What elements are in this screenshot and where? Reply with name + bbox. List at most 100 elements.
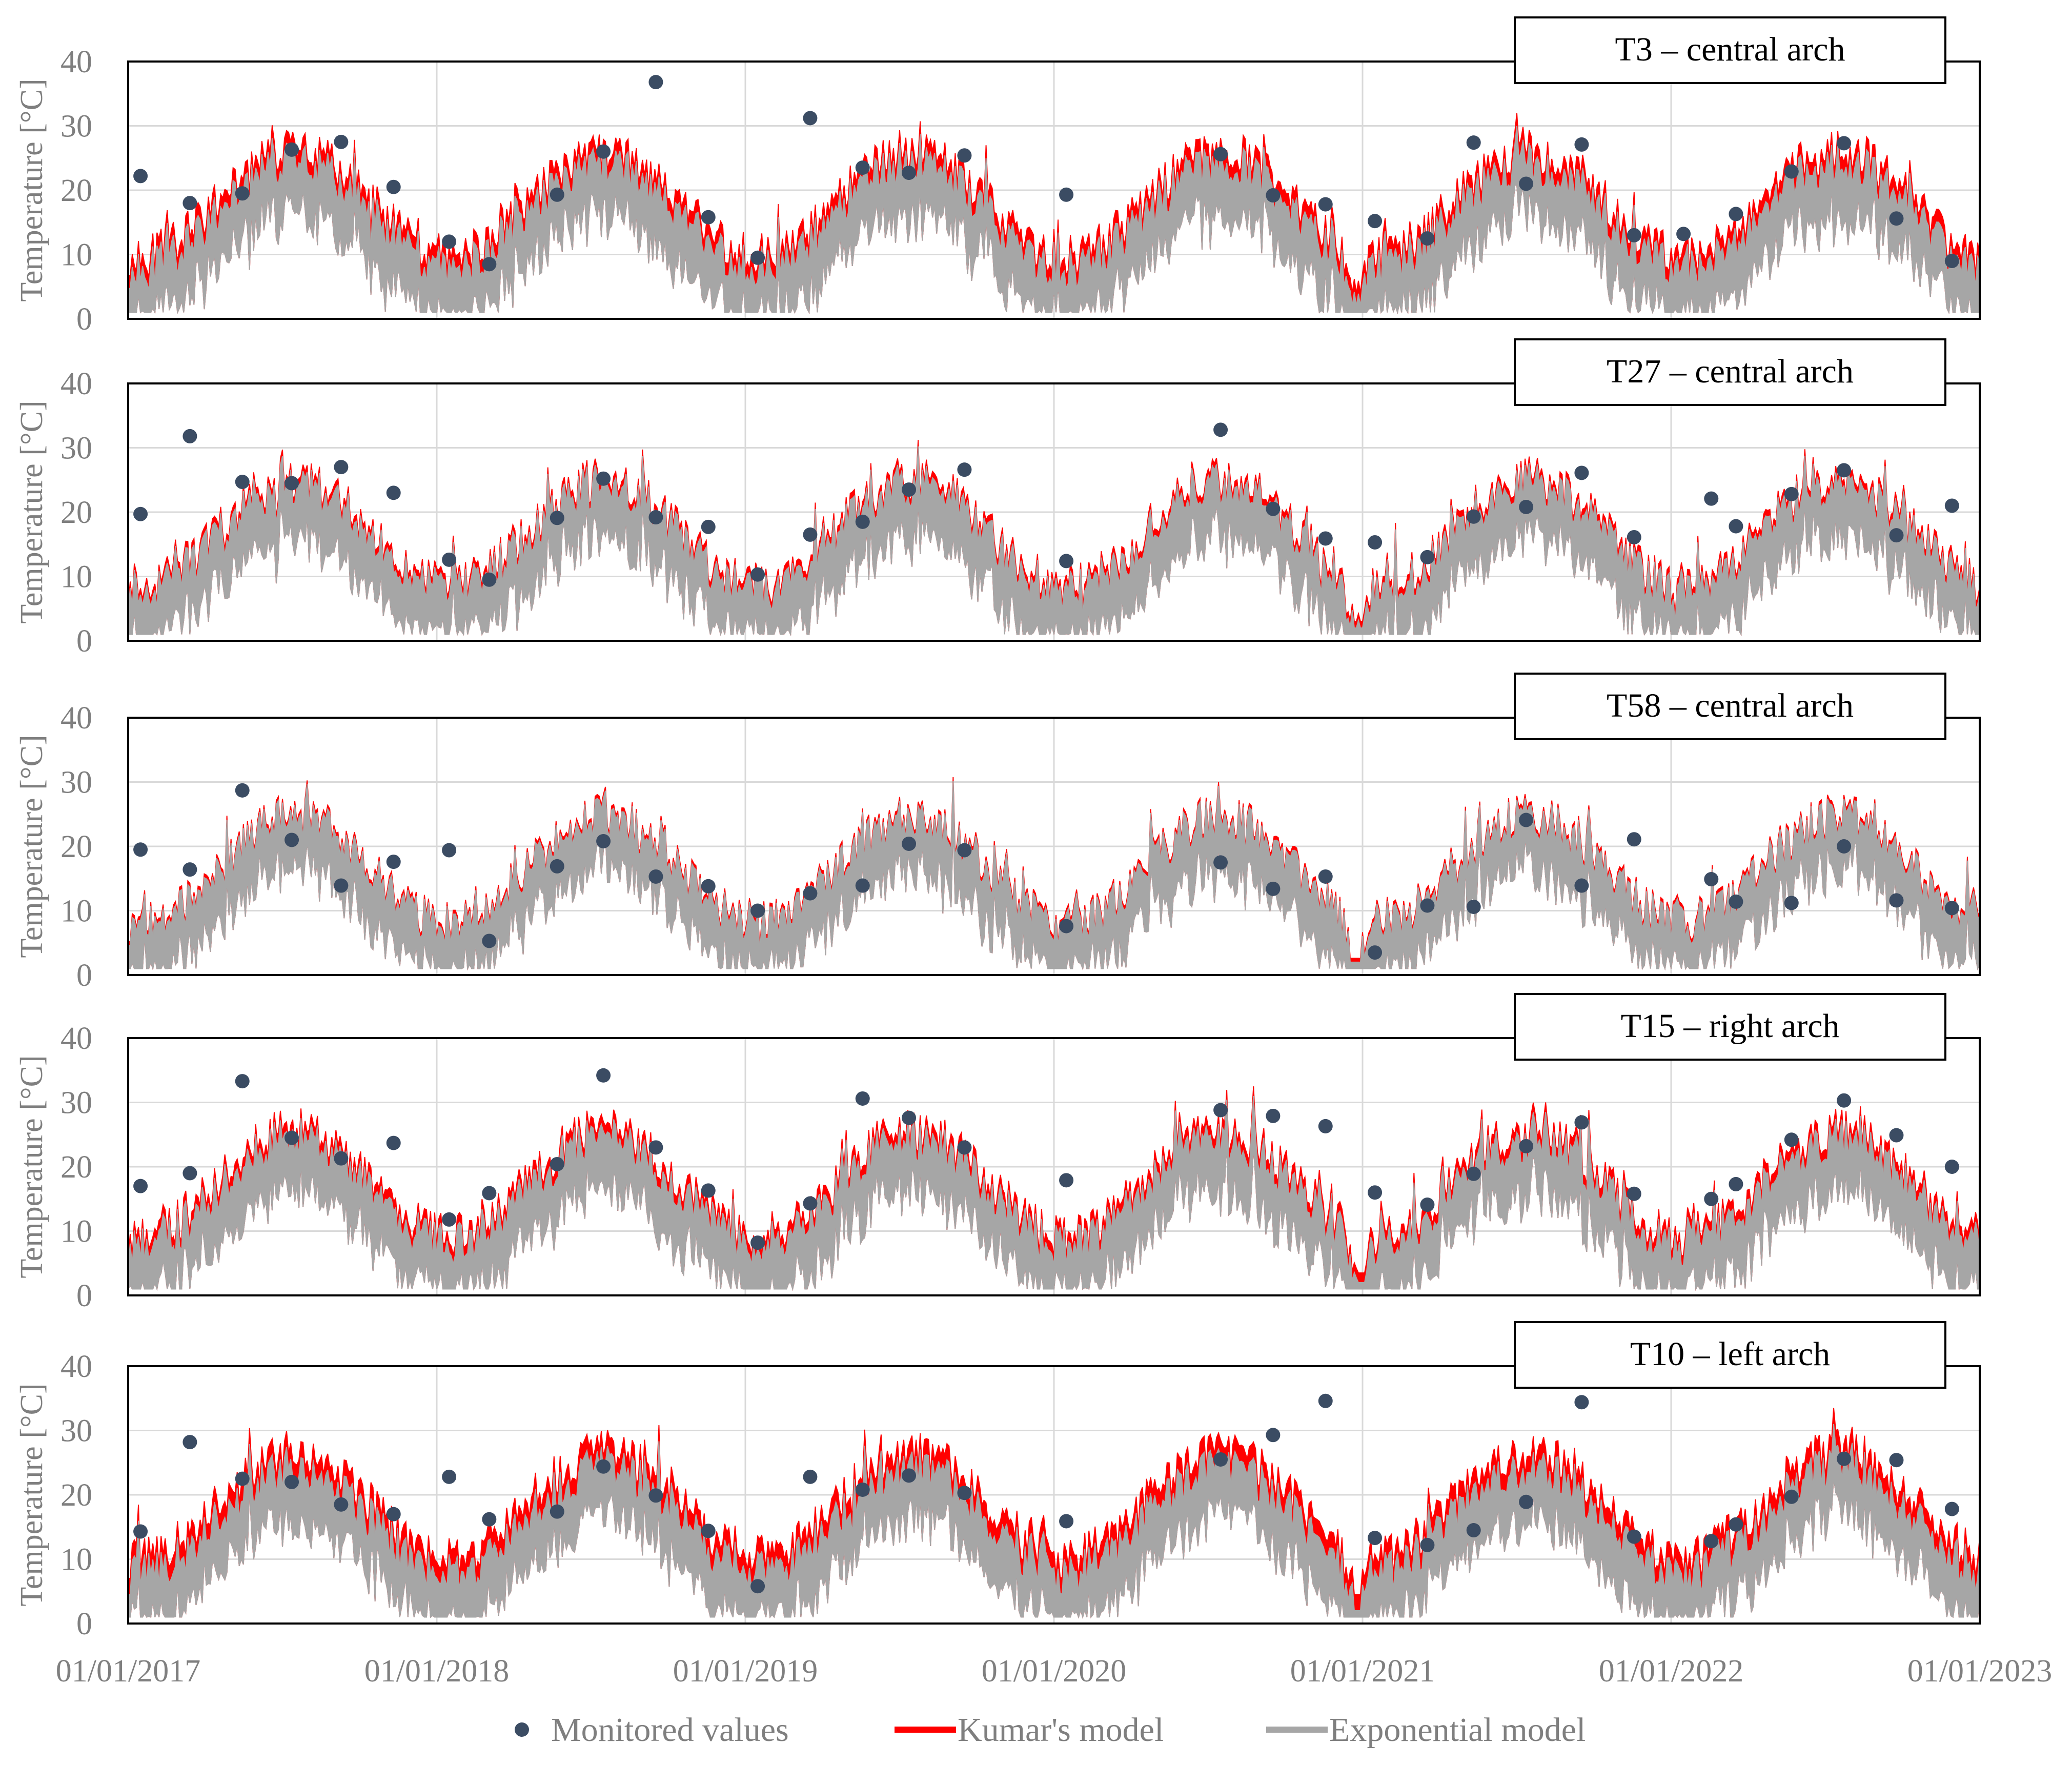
monitored-point: [1266, 188, 1281, 203]
monitored-point: [957, 843, 972, 858]
monitored-point: [1784, 164, 1799, 179]
monitored-point: [1944, 498, 1959, 513]
plot-frame: [127, 60, 1981, 320]
panel-4: 0 10 20 30 40 Temperature [°C] T15 – right arc…: [14, 993, 1981, 1313]
monitored-point: [1574, 465, 1589, 480]
monitored-point: [1213, 855, 1228, 870]
monitored-point: [750, 1235, 765, 1250]
monitored-point: [1574, 1115, 1589, 1130]
monitored-point: [701, 210, 716, 225]
panel-title: T3 – central arch: [1615, 31, 1845, 68]
monitored-point: [386, 855, 401, 869]
monitored-point: [1574, 878, 1589, 893]
x-axis: 01/01/2017 01/01/2018 01/01/2019 01/01/2…: [56, 1654, 2052, 1689]
monitored-point: [1784, 896, 1799, 910]
monitored-point: [1266, 881, 1281, 896]
y-tick-label: 20: [60, 1478, 92, 1513]
monitored-point: [442, 843, 457, 858]
monitored-point: [1837, 463, 1852, 478]
monitored-point: [1519, 1494, 1534, 1509]
y-tick-label: 40: [60, 1349, 92, 1384]
legend: Monitored values Kumar's model Exponenti…: [515, 1711, 1586, 1749]
monitored-point: [550, 1504, 564, 1519]
monitored-point: [1837, 136, 1852, 151]
monitored-point: [1318, 531, 1333, 546]
monitored-point: [133, 1179, 148, 1193]
y-axis-label: Temperature [°C]: [14, 400, 49, 623]
monitored-point: [235, 783, 250, 798]
monitored-point: [596, 1068, 611, 1083]
monitored-point: [1213, 1452, 1228, 1467]
monitored-point: [1266, 1108, 1281, 1123]
monitored-point: [1704, 872, 1719, 887]
monitored-point: [596, 1459, 611, 1474]
monitored-point: [133, 1524, 148, 1539]
monitored-point: [285, 1130, 299, 1145]
monitored-point: [750, 250, 765, 265]
monitored-point: [1213, 1103, 1228, 1118]
monitored-point: [1837, 1093, 1852, 1108]
monitored-point: [1944, 254, 1959, 269]
panel-title-box: [1514, 993, 1946, 1061]
monitored-point: [750, 1579, 765, 1594]
monitored-point: [482, 257, 497, 272]
monitored-point: [1368, 1531, 1383, 1546]
plot-frame: [127, 717, 1981, 976]
monitored-point: [1519, 813, 1534, 827]
monitored-point: [235, 186, 250, 201]
monitored-point: [334, 878, 349, 893]
panel-5: 0 10 20 30 40 Temperature [°C] T10 – left arch: [14, 1321, 1981, 1641]
y-axis-label: Temperature [°C]: [14, 78, 49, 301]
monitored-point: [855, 1091, 870, 1106]
monitored-point: [550, 1157, 564, 1171]
y-tick-label: 30: [60, 765, 92, 800]
monitored-point: [648, 869, 663, 884]
monitored-point: [1627, 832, 1641, 847]
monitored-point: [1368, 1185, 1383, 1200]
monitored-point: [701, 519, 716, 534]
monitored-point: [1837, 839, 1852, 854]
monitored-point: [1466, 899, 1481, 914]
y-tick-label: 0: [76, 624, 92, 659]
monitored-point: [1318, 197, 1333, 212]
monitored-point: [648, 510, 663, 525]
monitored-point: [550, 187, 564, 202]
monitored-point: [1704, 1534, 1719, 1549]
monitored-point: [482, 572, 497, 587]
panel-title-box: [1514, 1321, 1946, 1389]
monitored-point: [235, 475, 250, 490]
monitored-point: [957, 1486, 972, 1500]
panel-title-box: [1514, 673, 1946, 740]
monitored-point: [550, 511, 564, 525]
monitored-point: [1627, 1186, 1641, 1201]
monitored-point: [1059, 554, 1074, 569]
monitored-point: [1368, 214, 1383, 229]
monitored-point: [285, 833, 299, 847]
monitored-point: [482, 1186, 497, 1201]
plot-frame: [127, 382, 1981, 642]
monitored-point: [285, 476, 299, 491]
legend-kumar-label: Kumar's model: [958, 1711, 1164, 1749]
monitored-point: [803, 1469, 818, 1484]
y-tick-label: 40: [60, 45, 92, 79]
monitored-point: [957, 1140, 972, 1155]
monitored-point: [182, 1166, 197, 1181]
monitored-point: [1729, 894, 1743, 909]
monitored-point: [1420, 1198, 1435, 1212]
monitored-point: [1466, 135, 1481, 150]
monitored-point: [1729, 1517, 1743, 1532]
x-tick-label: 01/01/2019: [673, 1654, 818, 1689]
monitored-point: [1889, 1453, 1904, 1468]
y-axis-label: Temperature [°C]: [14, 735, 49, 958]
monitored-point: [596, 834, 611, 848]
monitored-point: [1213, 422, 1228, 437]
monitored-point: [386, 485, 401, 500]
monitored-point: [386, 179, 401, 194]
monitored-point: [1318, 1393, 1333, 1408]
monitored-point: [182, 1435, 197, 1450]
monitored-point: [957, 462, 972, 477]
panel-2: 0 10 20 30 40 Temperature [°C] T27 – central a…: [14, 338, 1981, 659]
y-tick-label: 0: [76, 302, 92, 337]
monitored-point: [482, 934, 497, 948]
